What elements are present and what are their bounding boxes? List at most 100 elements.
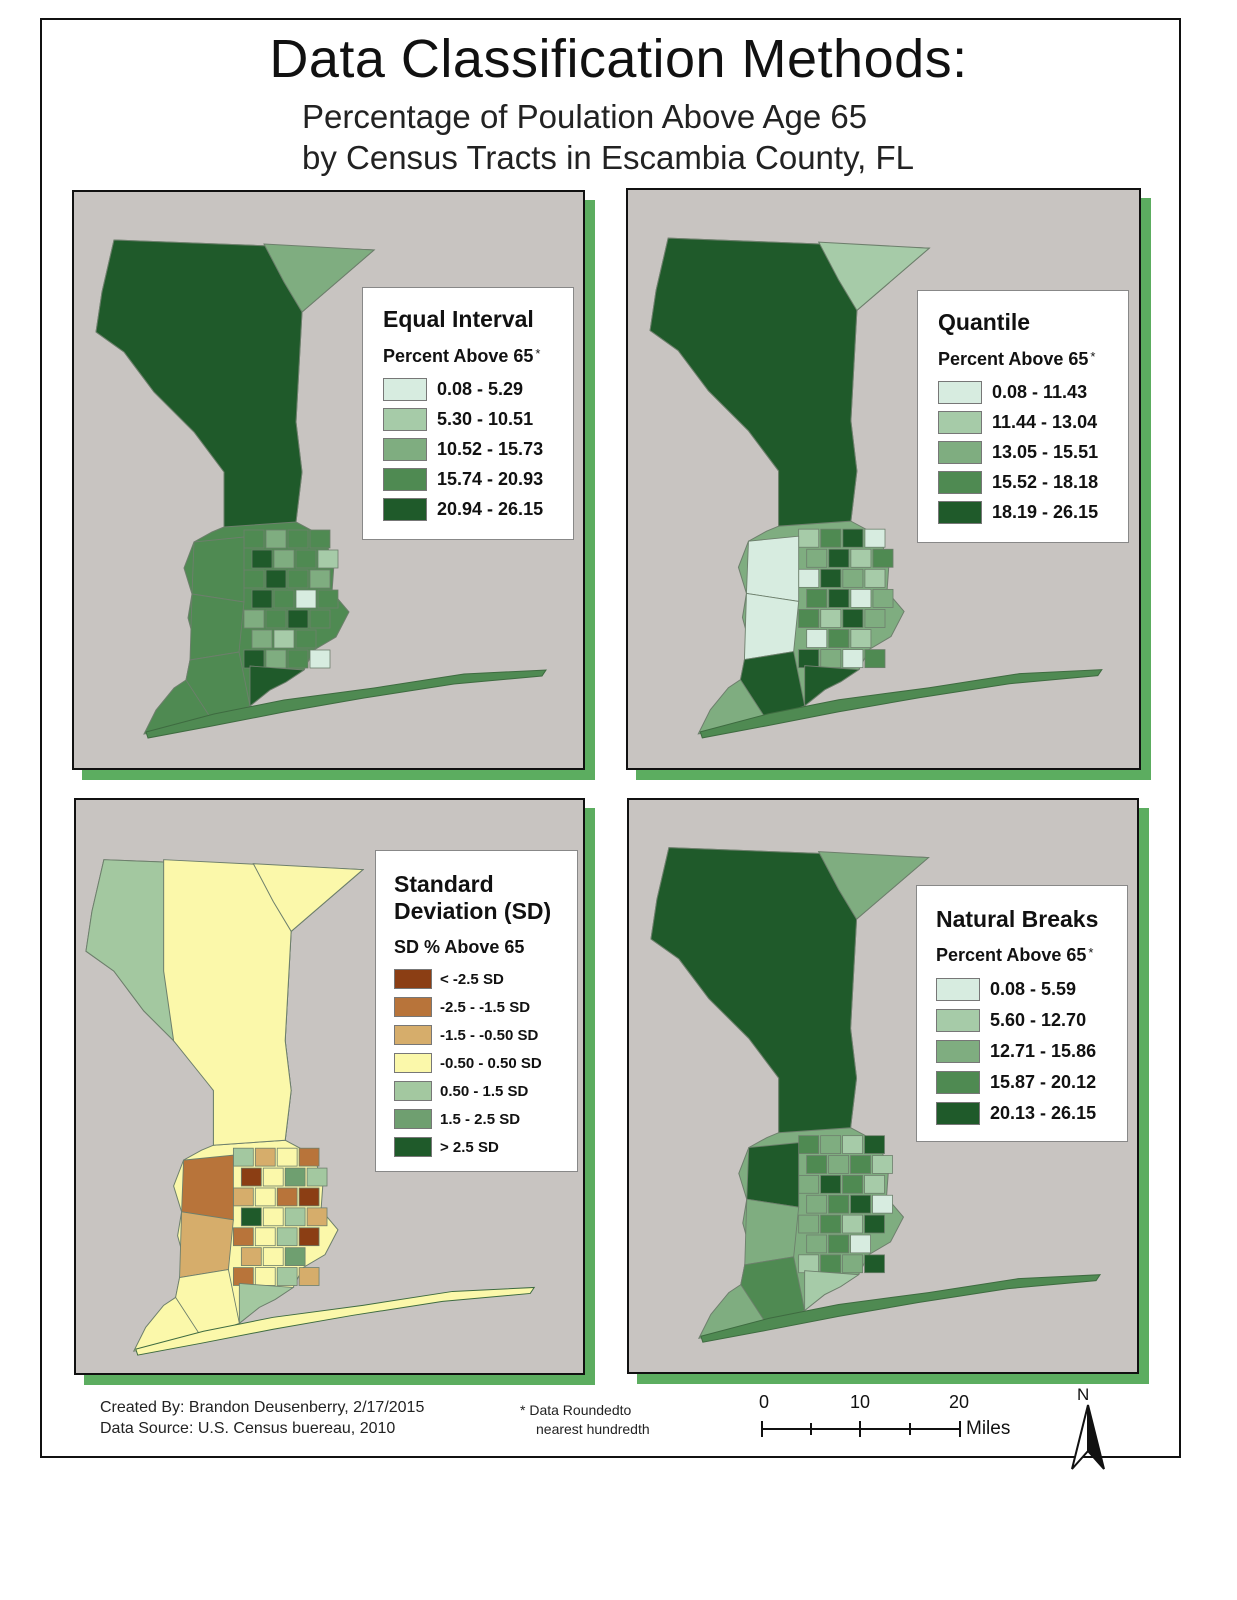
legend-class-row: 18.19 - 26.15 [938, 497, 1098, 527]
map-frame: Quantile Percent Above 65 * 0.08 - 11.43 1… [626, 188, 1141, 770]
census-tract [306, 1207, 328, 1227]
census-tract [298, 1227, 320, 1247]
census-tract [189, 593, 245, 661]
census-tract [828, 588, 850, 608]
census-tract [243, 529, 265, 549]
census-tract [864, 528, 886, 548]
census-tract [820, 1214, 841, 1234]
asterisk: * [1090, 349, 1096, 364]
census-tract [240, 1207, 262, 1227]
census-tract [864, 1254, 885, 1274]
census-tract [309, 569, 331, 589]
north-east-tract [163, 859, 365, 1146]
census-tract [284, 1247, 306, 1266]
census-tract [804, 1270, 860, 1312]
census-tract [798, 1174, 820, 1194]
county-map [85, 859, 536, 1356]
census-tract [864, 609, 886, 628]
legend-swatch [383, 377, 427, 401]
census-tract [273, 549, 295, 569]
rounding-note: * Data Roundedto nearest hundredth [520, 1401, 650, 1439]
census-tract [820, 1254, 841, 1274]
legend-title: Equal Interval [383, 306, 534, 332]
legend-swatch [936, 1071, 980, 1094]
census-tract [850, 1155, 871, 1174]
census-tract [232, 1227, 254, 1247]
census-tract [273, 589, 295, 609]
legend-swatch [383, 467, 427, 491]
census-tract [872, 548, 894, 568]
census-tract [243, 649, 265, 669]
data-source: Data Source: U.S. Census buereau, 2010 [100, 1420, 396, 1437]
legend-swatch [938, 410, 982, 434]
legend-class-label: 0.50 - 1.5 SD [440, 1082, 529, 1100]
north-east-corner-tract [817, 241, 931, 312]
legend-swatch [394, 1109, 432, 1129]
legend-class-label: 15.87 - 20.12 [990, 1072, 1097, 1092]
legend-title-line-2: Deviation (SD) [394, 898, 552, 924]
legend-class-label: > 2.5 SD [440, 1138, 499, 1156]
legend-swatch [936, 978, 980, 1001]
scale-label-0: 0 [758, 1392, 769, 1412]
census-tract [806, 1234, 828, 1254]
census-tract [806, 629, 828, 648]
census-tract [798, 568, 820, 588]
panel-equal-interval: Equal Interval Percent Above 65 * 0.08 - … [72, 190, 595, 780]
census-tract [798, 1254, 820, 1274]
legend-class-label: 1.5 - 2.5 SD [440, 1110, 521, 1128]
legend-class-row: 13.05 - 15.51 [938, 437, 1098, 467]
legend-class-label: 11.44 - 13.04 [992, 411, 1098, 432]
census-tract [243, 609, 265, 629]
legend-class-label: 0.08 - 11.43 [992, 381, 1088, 402]
census-tract [828, 1234, 849, 1254]
legend-swatch [394, 1025, 432, 1045]
north-arrow-icon [1071, 1404, 1105, 1470]
census-tract [262, 1207, 284, 1227]
census-tract [744, 1198, 800, 1266]
census-tract [287, 649, 309, 669]
scale-bar-graphic [761, 1421, 961, 1437]
north-county-tract [649, 237, 931, 527]
census-tract [864, 1135, 885, 1154]
legend-class-label: 20.94 - 26.15 [437, 498, 544, 519]
census-tract [298, 1147, 320, 1167]
census-tract [232, 1187, 254, 1207]
legend-class-row: 5.30 - 10.51 [383, 404, 543, 434]
census-tract [842, 528, 864, 548]
barrier-island [135, 1286, 536, 1356]
census-tract [828, 1194, 849, 1214]
legend-class-row: 0.08 - 5.59 [936, 974, 1096, 1005]
legend-subtitle: Percent Above 65 * [936, 945, 1094, 965]
legend-class-row: 15.87 - 20.12 [936, 1067, 1096, 1098]
census-tract [254, 1267, 276, 1286]
legend-class-row: 15.74 - 20.93 [383, 464, 543, 494]
north-east-corner-tract [263, 243, 376, 313]
census-tract [872, 1194, 893, 1214]
census-tract [820, 1135, 841, 1154]
census-tract [309, 609, 331, 629]
north-county-tract [95, 239, 376, 528]
subtitle-line-2: by Census Tracts in Escambia County, FL [302, 139, 914, 176]
legend-class-row: 20.94 - 26.15 [383, 494, 543, 524]
legend-subtitle: Percent Above 65 * [938, 349, 1096, 369]
census-tract [243, 569, 265, 589]
census-tract [251, 629, 273, 649]
census-tract [850, 1194, 871, 1214]
census-tract [295, 629, 317, 649]
census-tract [276, 1187, 298, 1207]
legend-class-label: 12.71 - 15.86 [990, 1041, 1097, 1061]
legend-swatch [936, 1040, 980, 1063]
legend-title: Natural Breaks [936, 906, 1099, 932]
census-tract [798, 649, 820, 669]
legend-rows: 0.08 - 5.29 5.30 - 10.51 10.52 - 15.73 15.7… [383, 374, 543, 524]
legend-class-row: 12.71 - 15.86 [936, 1036, 1096, 1067]
census-tract [864, 1214, 885, 1234]
legend-class-label: 15.52 - 18.18 [992, 471, 1099, 492]
census-tract [287, 609, 309, 629]
north-east-corner-tract [817, 851, 930, 920]
census-tract [842, 609, 864, 628]
census-tract [240, 1247, 262, 1266]
census-tract [850, 588, 872, 608]
census-tract [309, 529, 331, 549]
legend-class-row: 11.44 - 13.04 [938, 407, 1098, 437]
